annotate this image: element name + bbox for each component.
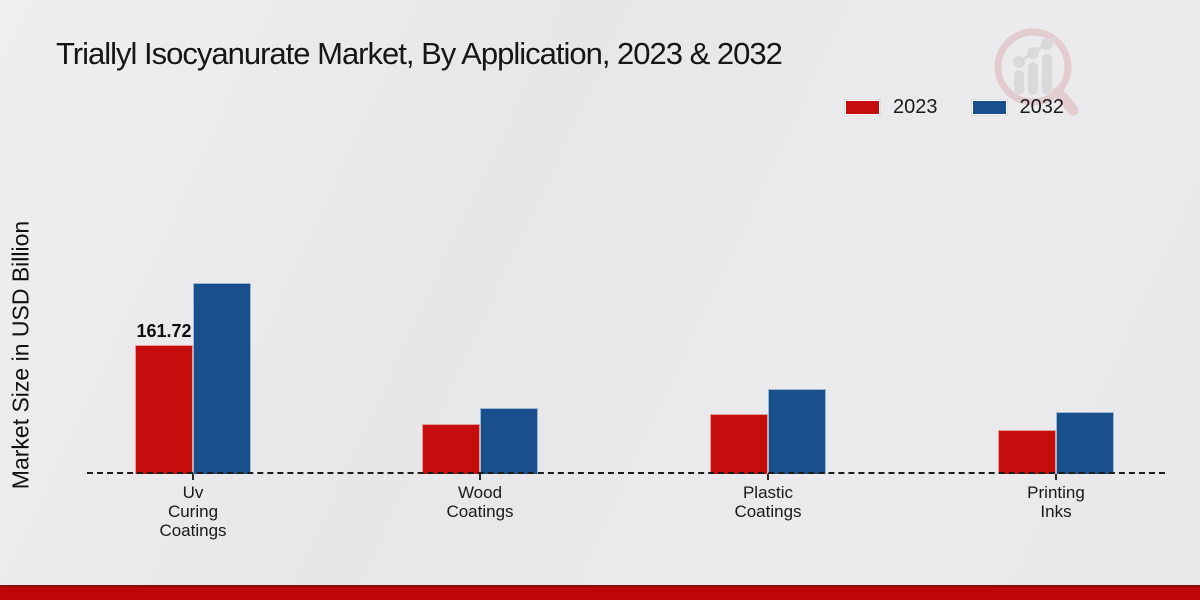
legend-label-2023: 2023	[893, 96, 938, 118]
bar-2023-wood-coatings	[422, 424, 480, 474]
chart-title: Triallyl Isocyanurate Market, By Applica…	[56, 36, 783, 71]
magnifier-bar-chart-logo-watermark	[994, 28, 1079, 116]
bar-2032-plastic-coatings	[768, 389, 826, 474]
x-axis-baseline	[87, 472, 1165, 474]
bar-value-label-2023: 161.72	[136, 321, 192, 341]
x-axis-label-wood-coatings: Wood Coatings	[446, 483, 514, 521]
x-axis-label-uv-curing-coatings: Uv Curing Coatings	[159, 483, 227, 540]
legend: 2023 2032	[845, 96, 1064, 119]
x-axis-tick-printing-inks	[1055, 474, 1057, 480]
legend-swatch-2032	[971, 100, 1007, 115]
x-axis-tick-wood-coatings	[479, 474, 481, 480]
legend-item-2032: 2032	[971, 96, 1065, 119]
bar-2032-uv-curing-coatings	[193, 283, 251, 474]
x-axis-label-plastic-coatings: Plastic Coatings	[734, 483, 802, 521]
bar-2023-uv-curing-coatings	[135, 345, 193, 474]
x-axis-tick-plastic-coatings	[767, 474, 769, 480]
bar-2032-wood-coatings	[480, 408, 538, 474]
legend-swatch-2023	[845, 100, 880, 115]
bar-2032-printing-inks	[1056, 412, 1114, 474]
legend-label-2032: 2032	[1019, 96, 1065, 118]
x-axis-tick-uv-curing-coatings	[192, 474, 194, 480]
legend-item-2023: 2023	[845, 96, 938, 119]
bar-2023-printing-inks	[998, 430, 1056, 474]
bar-2023-plastic-coatings	[710, 414, 768, 474]
footer-bar	[0, 585, 1200, 600]
x-axis-label-printing-inks: Printing Inks	[1027, 483, 1085, 521]
